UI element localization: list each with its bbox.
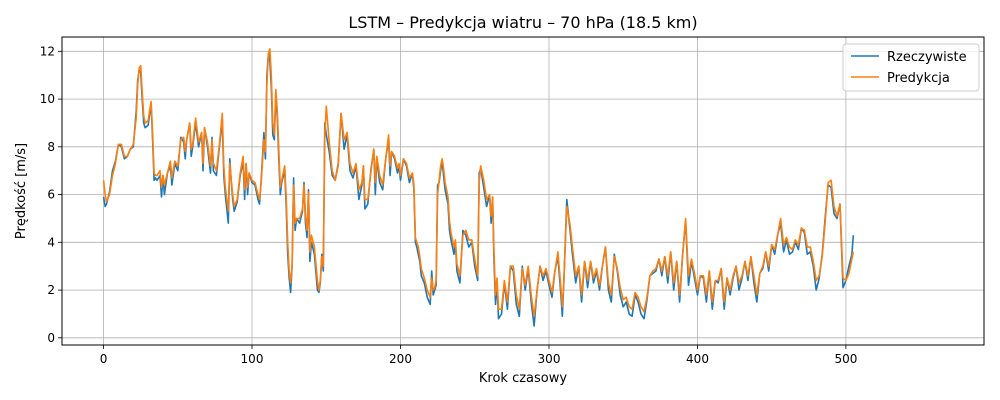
- legend: Rzeczywiste Predykcja: [842, 43, 980, 92]
- plot-frame: [61, 36, 985, 346]
- y-tick-label: 12: [40, 44, 55, 58]
- x-tick-label: 100: [241, 352, 264, 366]
- legend-label-rzeczywiste: Rzeczywiste: [887, 50, 967, 65]
- y-axis-label: Prędkość [m/s]: [14, 143, 29, 239]
- x-tick-label: 200: [389, 352, 412, 366]
- y-tick-label: 0: [47, 331, 55, 345]
- x-axis-ticks: 0 100 200 300 400 500: [100, 345, 857, 366]
- series-line-predykcja: [102, 48, 855, 318]
- y-tick-label: 8: [47, 140, 55, 154]
- y-tick-label: 4: [47, 235, 55, 249]
- y-tick-label: 6: [47, 188, 55, 202]
- y-tick-label: 10: [40, 92, 55, 106]
- legend-label-predykcja: Predykcja: [887, 71, 950, 86]
- x-tick-label: 0: [100, 352, 108, 366]
- series-layer: [102, 48, 855, 327]
- y-axis-ticks: 0 2 4 6 8 10 12: [40, 44, 62, 345]
- x-tick-label: 400: [686, 352, 709, 366]
- chart-title: LSTM – Predykcja wiatru – 70 hPa (18.5 k…: [348, 13, 697, 32]
- x-tick-label: 300: [538, 352, 561, 366]
- x-axis-label: Krok czasowy: [479, 371, 567, 386]
- x-tick-label: 500: [834, 352, 857, 366]
- y-tick-label: 2: [47, 283, 55, 297]
